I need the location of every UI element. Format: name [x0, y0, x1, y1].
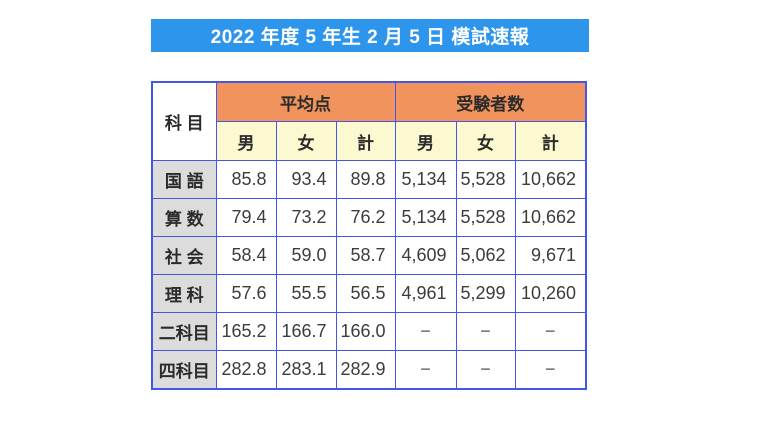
value-cell: 10,260 [514, 274, 587, 313]
value-cell: 166.7 [275, 312, 337, 351]
value-cell: − [455, 312, 516, 351]
report-title-banner: 2022 年度 5 年生 2 月 5 日 模試速報 [151, 19, 589, 52]
value-cell: 9,671 [514, 236, 587, 275]
report-title: 2022 年度 5 年生 2 月 5 日 模試速報 [210, 27, 530, 48]
subject-cell: 理 科 [151, 274, 217, 313]
value-cell: 93.4 [275, 160, 337, 199]
scores-table: 科 目 平均点 受験者数 男 女 計 男 女 計 国 語 85.8 93.4 8… [151, 81, 588, 390]
value-cell: 10,662 [514, 160, 587, 199]
sub-header-cnt-male: 男 [394, 121, 457, 161]
value-cell: 5,134 [394, 160, 457, 199]
subject-cell: 国 語 [151, 160, 217, 199]
value-cell: − [455, 350, 516, 390]
value-cell: 5,299 [455, 274, 516, 313]
value-cell: 282.8 [215, 350, 277, 390]
value-cell: 55.5 [275, 274, 337, 313]
value-cell: 10,662 [514, 198, 587, 237]
table-row-rika: 理 科 57.6 55.5 56.5 4,961 5,299 10,260 [151, 274, 587, 313]
sub-header-avg-female: 女 [275, 121, 337, 161]
value-cell: 166.0 [335, 312, 396, 351]
value-cell: 56.5 [335, 274, 396, 313]
value-cell: − [514, 350, 587, 390]
value-cell: − [514, 312, 587, 351]
value-cell: 89.8 [335, 160, 396, 199]
subject-cell: 算 数 [151, 198, 217, 237]
value-cell: 58.4 [215, 236, 277, 275]
table-row-yonkamoku: 四科目 282.8 283.1 282.9 − − − [151, 350, 587, 390]
subject-cell: 四科目 [151, 350, 217, 390]
sub-header-avg-male: 男 [215, 121, 277, 161]
value-cell: 283.1 [275, 350, 337, 390]
corner-header-subject: 科 目 [151, 81, 217, 161]
table-row-kokugo: 国 語 85.8 93.4 89.8 5,134 5,528 10,662 [151, 160, 587, 199]
value-cell: 5,062 [455, 236, 516, 275]
table-row-sansu: 算 数 79.4 73.2 76.2 5,134 5,528 10,662 [151, 198, 587, 237]
value-cell: 4,609 [394, 236, 457, 275]
value-cell: 59.0 [275, 236, 337, 275]
value-cell: 5,528 [455, 160, 516, 199]
value-cell: 73.2 [275, 198, 337, 237]
value-cell: 165.2 [215, 312, 277, 351]
value-cell: 76.2 [335, 198, 396, 237]
value-cell: 85.8 [215, 160, 277, 199]
value-cell: 5,134 [394, 198, 457, 237]
report-content: 2022 年度 5 年生 2 月 5 日 模試速報 科 目 平均点 受験者数 男… [151, 19, 589, 390]
value-cell: − [394, 350, 457, 390]
subject-cell: 二科目 [151, 312, 217, 351]
sub-header-avg-total: 計 [335, 121, 396, 161]
sub-header-row: 男 女 計 男 女 計 [152, 121, 587, 161]
group-header-average: 平均点 [215, 81, 396, 122]
table-row-nikamoku: 二科目 165.2 166.7 166.0 − − − [151, 312, 587, 351]
value-cell: 57.6 [215, 274, 277, 313]
group-header-row: 科 目 平均点 受験者数 [151, 81, 587, 161]
value-cell: 58.7 [335, 236, 396, 275]
value-cell: 4,961 [394, 274, 457, 313]
value-cell: 5,528 [455, 198, 516, 237]
value-cell: 79.4 [215, 198, 277, 237]
table-row-shakai: 社 会 58.4 59.0 58.7 4,609 5,062 9,671 [151, 236, 587, 275]
sub-header-cnt-total: 計 [514, 121, 587, 161]
subject-cell: 社 会 [151, 236, 217, 275]
sub-header-cnt-female: 女 [455, 121, 516, 161]
group-header-examinees: 受験者数 [394, 81, 587, 122]
value-cell: 282.9 [335, 350, 396, 390]
value-cell: − [394, 312, 457, 351]
